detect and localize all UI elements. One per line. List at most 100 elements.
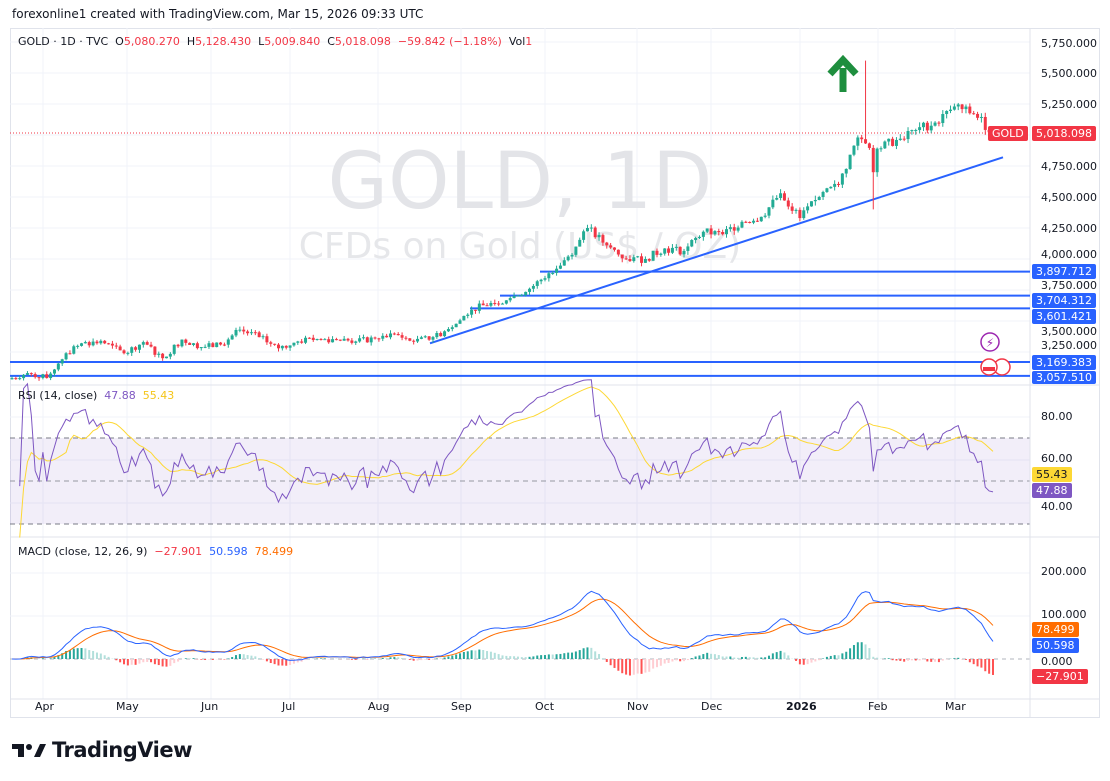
macd-histogram-bar bbox=[509, 656, 512, 659]
candle-body bbox=[22, 374, 26, 379]
candle-body bbox=[894, 139, 898, 146]
macd-histogram-bar bbox=[153, 659, 156, 665]
macd-histogram-bar bbox=[856, 642, 859, 659]
macd-histogram-bar bbox=[316, 658, 319, 659]
candle-body bbox=[145, 342, 149, 345]
candle-body bbox=[346, 338, 350, 341]
price-tick: 5,750.000 bbox=[1041, 37, 1097, 50]
candle-body bbox=[860, 137, 864, 140]
level-tag[interactable]: 3,897.712 bbox=[1032, 264, 1096, 279]
candle-body bbox=[570, 254, 574, 257]
candle-body bbox=[817, 197, 821, 201]
candle-body bbox=[640, 256, 644, 263]
candle-body bbox=[956, 104, 960, 107]
level-tag[interactable]: 3,057.510 bbox=[1032, 371, 1096, 384]
macd-histogram-bar bbox=[756, 657, 759, 659]
macd-histogram-bar bbox=[918, 659, 921, 661]
candle-body bbox=[694, 237, 698, 241]
candle-body bbox=[678, 246, 682, 255]
macd-histogram-bar bbox=[296, 659, 299, 663]
candle-body bbox=[725, 229, 729, 235]
macd-histogram-bar bbox=[810, 659, 813, 663]
candle-body bbox=[779, 193, 783, 198]
rsi-ma-value: 55.43 bbox=[142, 389, 175, 402]
candle-body bbox=[172, 344, 176, 354]
macd-histogram-bar bbox=[690, 658, 693, 659]
macd-histogram-bar bbox=[644, 659, 647, 673]
candle-body bbox=[883, 141, 887, 149]
candle-body bbox=[914, 130, 918, 132]
tradingview-logo[interactable]: TradingView bbox=[12, 738, 192, 762]
macd-histogram-bar bbox=[134, 659, 137, 665]
candle-body bbox=[29, 373, 33, 375]
candle-body bbox=[80, 343, 84, 346]
candle-body bbox=[56, 363, 60, 370]
candle-body bbox=[531, 285, 535, 289]
macd-histogram-bar bbox=[825, 656, 828, 659]
month-label: Apr bbox=[35, 700, 55, 713]
macd-histogram-bar bbox=[482, 650, 485, 659]
level-tag[interactable]: 3,169.383 bbox=[1032, 355, 1096, 370]
candle-body bbox=[249, 332, 253, 334]
level-tag[interactable]: 3,704.312 bbox=[1032, 293, 1096, 308]
macd-histogram-bar bbox=[354, 659, 357, 660]
candle-body bbox=[709, 228, 713, 235]
candle-body bbox=[369, 337, 373, 343]
candle-body bbox=[203, 346, 207, 348]
candle-body bbox=[933, 122, 937, 126]
symbol-legend[interactable]: GOLD · 1D · TVC O5,080.270 H5,128.430 L5… bbox=[18, 35, 532, 48]
rsi-tick: 40.00 bbox=[1041, 500, 1073, 513]
macd-histogram-bar bbox=[953, 658, 956, 659]
macd-histogram-bar bbox=[292, 659, 295, 664]
macd-histogram-bar bbox=[621, 659, 624, 674]
candle-body bbox=[222, 344, 226, 346]
rsi-legend[interactable]: RSI (14, close) 47.88 55.43 bbox=[18, 389, 174, 402]
macd-histogram-bar bbox=[617, 659, 620, 671]
macd-histogram-bar bbox=[126, 659, 129, 666]
candle-body bbox=[126, 352, 130, 354]
macd-histogram-bar bbox=[528, 656, 531, 659]
candle-body bbox=[246, 331, 250, 334]
macd-histogram-bar bbox=[625, 659, 628, 675]
month-label: Oct bbox=[535, 700, 555, 713]
macd-histogram-bar bbox=[34, 657, 37, 659]
candle-body bbox=[107, 343, 111, 345]
macd-histogram-bar bbox=[273, 659, 276, 665]
macd-histogram-bar bbox=[632, 659, 635, 675]
candle-body bbox=[334, 339, 338, 341]
lightning-event-icon[interactable] bbox=[980, 332, 1000, 352]
macd-histogram-bar bbox=[571, 652, 574, 659]
macd-histogram-bar bbox=[401, 658, 404, 659]
candle-body bbox=[327, 339, 331, 343]
candle-body bbox=[188, 342, 192, 345]
macd-histogram-bar bbox=[671, 659, 674, 662]
candle-body bbox=[392, 333, 396, 335]
macd-histogram-bar bbox=[231, 657, 234, 659]
price-tick: 3,750.000 bbox=[1041, 279, 1097, 292]
candle-body bbox=[752, 220, 756, 223]
watermark-title: GOLD, 1D bbox=[328, 137, 713, 227]
candle-body bbox=[524, 291, 528, 296]
candle-body bbox=[45, 374, 49, 379]
macd-histogram-bar bbox=[837, 655, 840, 659]
candle-body bbox=[466, 314, 470, 316]
macd-legend[interactable]: MACD (close, 12, 26, 9) −27.901 50.598 7… bbox=[18, 545, 293, 558]
macd-histogram-bar bbox=[968, 659, 971, 663]
candle-body bbox=[219, 342, 223, 345]
candle-body bbox=[377, 338, 381, 340]
macd-histogram-bar bbox=[976, 659, 979, 667]
level-tag[interactable]: 3,601.421 bbox=[1032, 309, 1096, 324]
macd-histogram-bar bbox=[795, 659, 798, 661]
macd-histogram-bar bbox=[420, 659, 423, 661]
candle-body bbox=[717, 231, 721, 233]
candle-body bbox=[837, 183, 841, 185]
macd-histogram-bar bbox=[455, 654, 458, 659]
rsi-ma-tag: 55.43 bbox=[1032, 467, 1072, 482]
candle-body bbox=[199, 347, 203, 349]
lightning-glyph: ⚡ bbox=[986, 336, 994, 350]
candle-body bbox=[585, 228, 589, 232]
candle-body bbox=[562, 260, 566, 266]
candle-body bbox=[609, 245, 613, 248]
candle-body bbox=[508, 298, 512, 301]
